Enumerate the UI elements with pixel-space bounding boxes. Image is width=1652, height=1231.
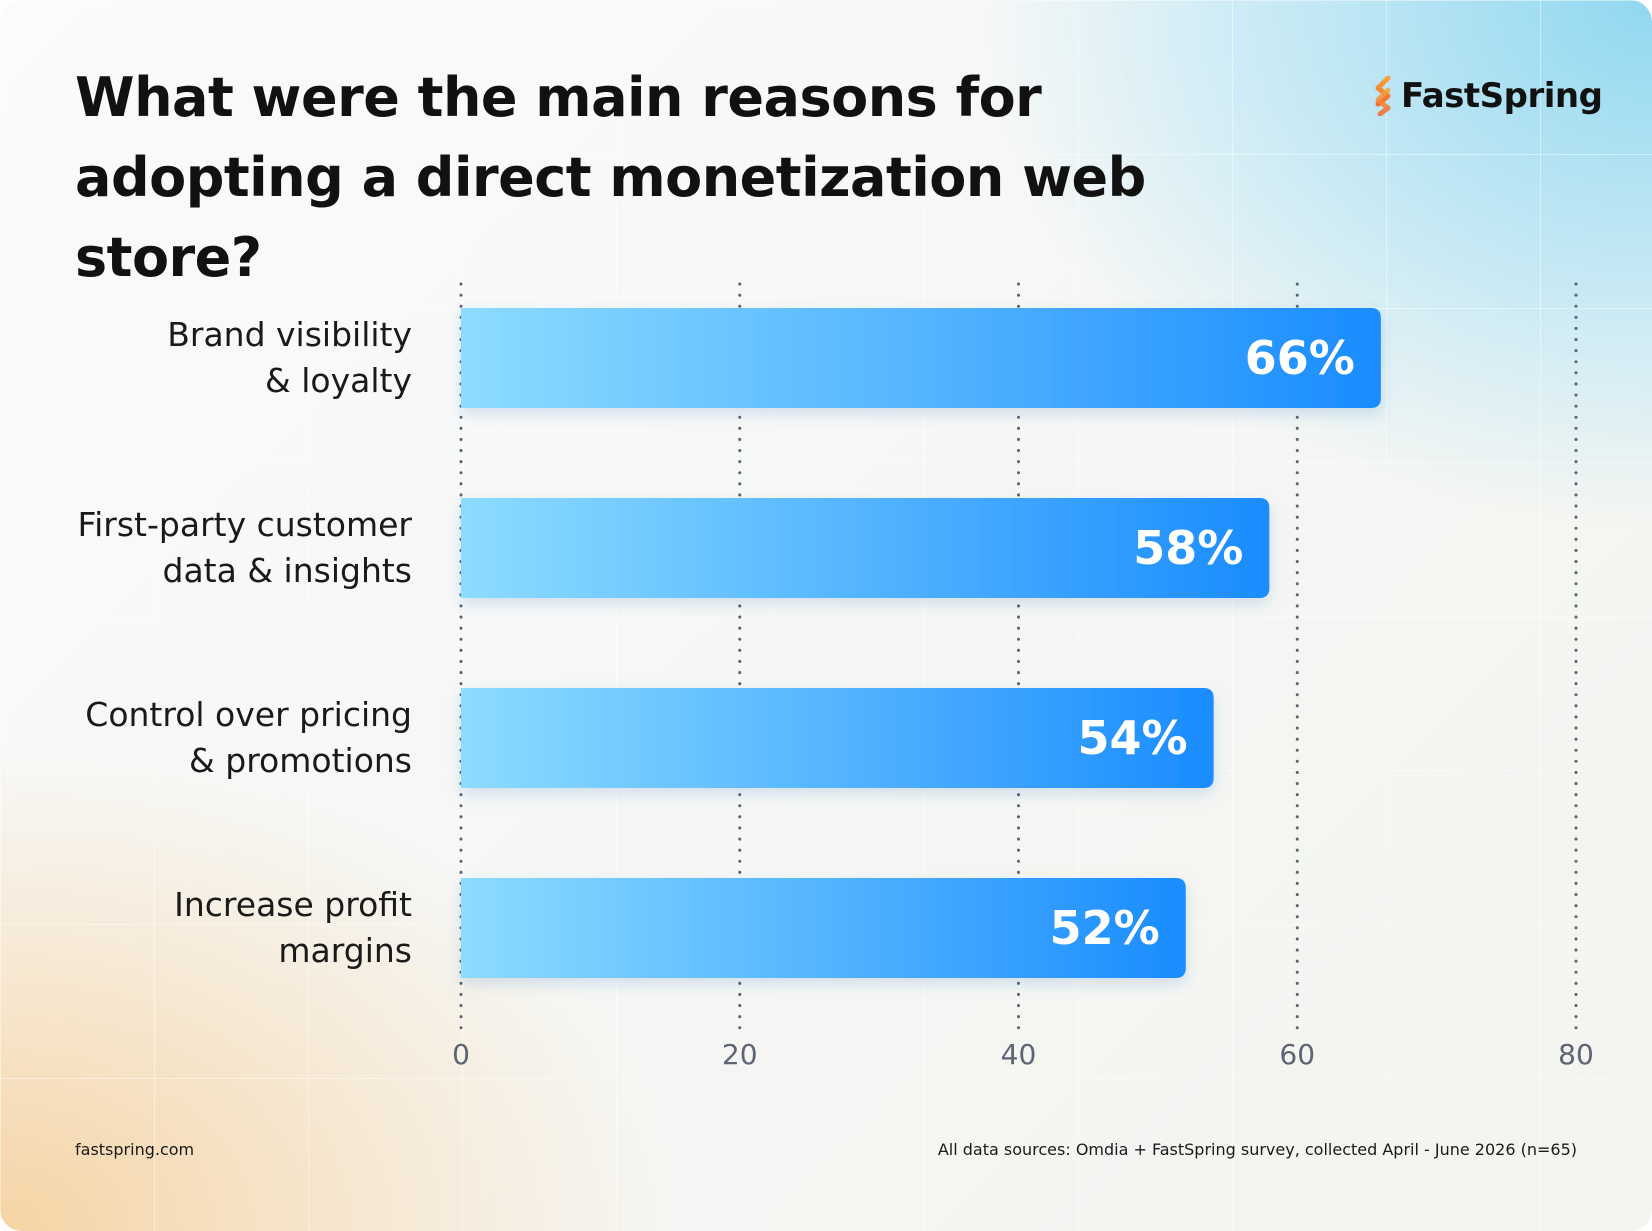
bar-value-label: 58% [1133,521,1243,575]
category-label-line: Increase profit [174,885,412,924]
x-tick-label: 20 [722,1038,758,1071]
fastspring-logo-icon [1375,76,1391,116]
category-label: Brand visibility & loyalty [52,312,412,404]
category-label-line: data & insights [162,551,412,590]
category-label-line: Brand visibility [167,315,412,354]
category-label-line: & promotions [189,741,412,780]
bar [461,308,1381,408]
brand-name: FastSpring [1401,76,1603,116]
x-tick-label: 60 [1279,1038,1315,1071]
bar [461,688,1214,788]
category-label-line: Control over pricing [85,695,412,734]
x-tick-label: 80 [1558,1038,1594,1071]
category-label-line: margins [278,931,412,970]
category-label: Increase profit margins [52,882,412,974]
x-tick-label: 0 [452,1038,470,1071]
fastspring-logo: FastSpring [1372,72,1603,120]
category-label: Control over pricing & promotions [52,692,412,784]
chart-title: What were the main reasons for adopting … [75,66,1146,289]
bar-value-label: 54% [1078,711,1188,765]
footer-website: fastspring.com [75,1140,195,1159]
category-label-line: First-party customer [77,505,412,544]
category-label-line: & loyalty [265,361,412,400]
bar-value-label: 66% [1245,331,1355,385]
category-label: First-party customer data & insights [52,502,412,594]
footer-data-source: All data sources: Omdia + FastSpring sur… [937,1140,1577,1159]
bar-value-label: 52% [1050,901,1160,955]
bar [461,878,1186,978]
bar [461,498,1270,598]
x-tick-label: 40 [1001,1038,1037,1071]
